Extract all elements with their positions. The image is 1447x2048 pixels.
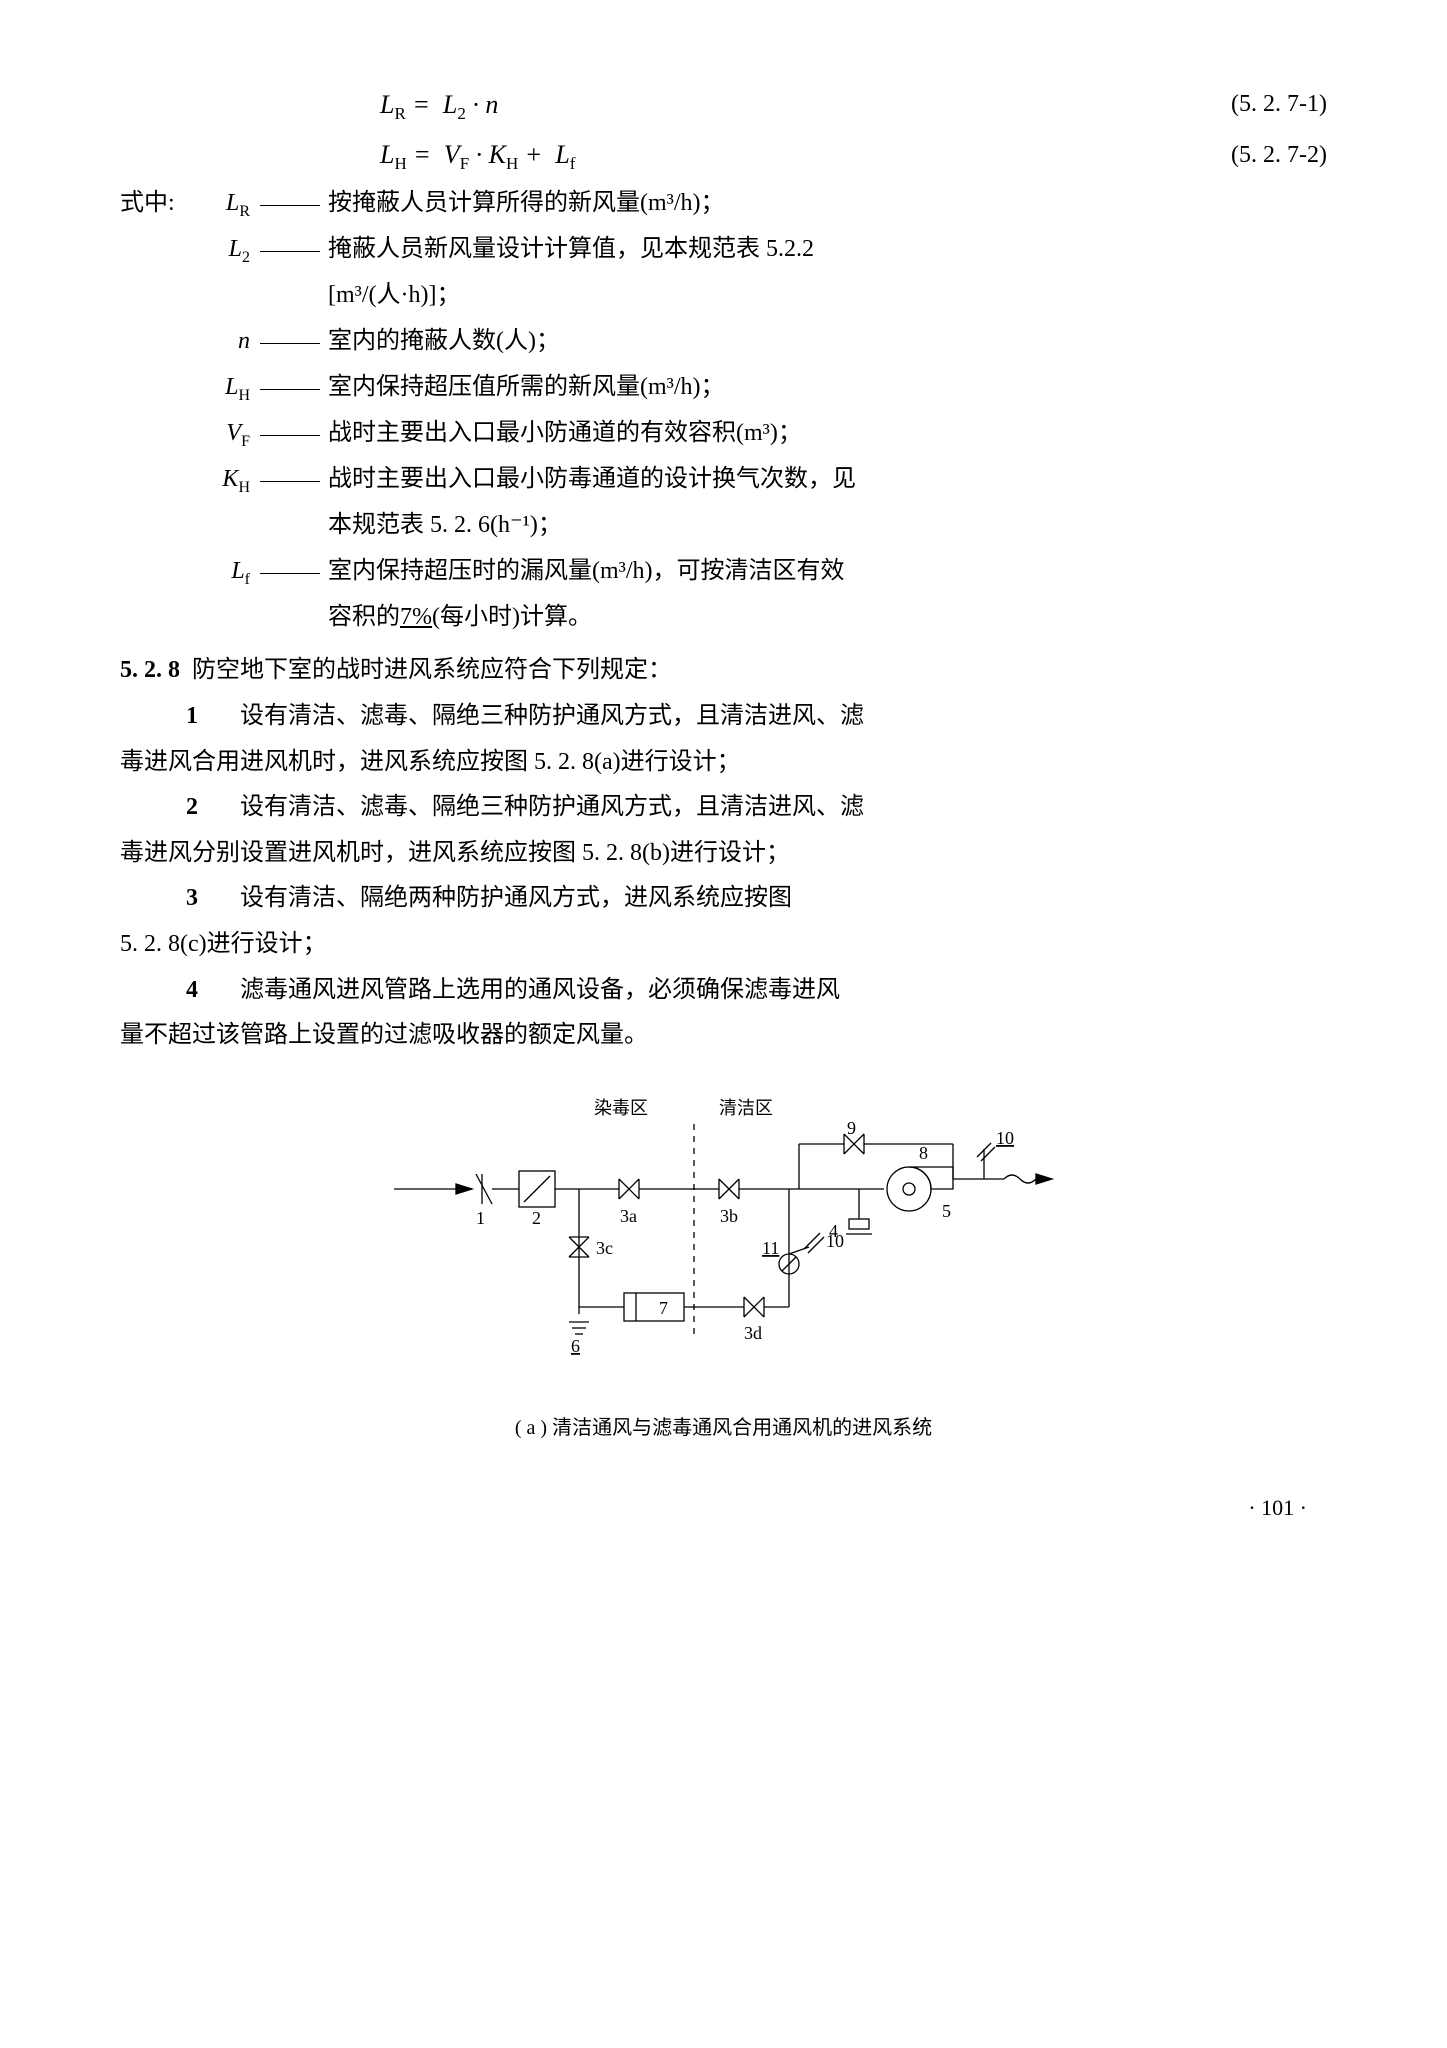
- svg-text:6: 6: [571, 1336, 580, 1356]
- equation-1: LR = L2 · n (5. 2. 7-1): [120, 80, 1327, 130]
- eq2-expr: LH = VF · KH + Lf: [380, 130, 575, 180]
- definitions: 式中: LR 按掩蔽人员计算所得的新风量(m³/h)； L2 掩蔽人员新风量设计…: [120, 181, 1327, 641]
- defs-intro: 式中:: [120, 181, 180, 227]
- def-VF-text: 战时主要出入口最小防通道的有效容积(m³)；: [328, 411, 1327, 457]
- svg-text:1: 1: [476, 1208, 485, 1228]
- equation-2: LH = VF · KH + Lf (5. 2. 7-2): [120, 130, 1327, 180]
- zone-left-label: 染毒区: [594, 1098, 648, 1118]
- svg-text:10: 10: [996, 1128, 1014, 1148]
- item-2: 2 设有清洁、滤毒、隔绝三种防护通风方式，且清洁进风、滤: [120, 785, 1327, 831]
- svg-text:2: 2: [532, 1208, 541, 1228]
- eq2-num: (5. 2. 7-2): [1231, 133, 1327, 179]
- svg-text:5: 5: [942, 1201, 951, 1221]
- ventilation-diagram: 染毒区 清洁区 1 2 3a 3b 5: [364, 1089, 1084, 1389]
- def-LR-text: 按掩蔽人员计算所得的新风量(m³/h)；: [328, 181, 1327, 227]
- section-528: 5. 2. 8 防空地下室的战时进风系统应符合下列规定：: [120, 648, 1327, 694]
- svg-text:8: 8: [919, 1143, 928, 1163]
- svg-text:7: 7: [659, 1298, 668, 1318]
- eq1-num: (5. 2. 7-1): [1231, 82, 1327, 128]
- def-Lf-cont: 容积的7%(每小时)计算。: [328, 595, 1327, 641]
- page-number: · 101 ·: [120, 1487, 1327, 1529]
- zone-right-label: 清洁区: [719, 1098, 773, 1118]
- def-L2-text: 掩蔽人员新风量设计计算值，见本规范表 5.2.2: [328, 227, 1327, 273]
- figure-caption: ( a ) 清洁通风与滤毒通风合用通风机的进风系统: [120, 1409, 1327, 1447]
- def-LH-text: 室内保持超压值所需的新风量(m³/h)；: [328, 365, 1327, 411]
- svg-text:11: 11: [762, 1238, 779, 1258]
- def-n-text: 室内的掩蔽人数(人)；: [328, 319, 1327, 365]
- def-KH-cont: 本规范表 5. 2. 6(h⁻¹)；: [328, 503, 1327, 549]
- svg-text:10: 10: [826, 1231, 844, 1251]
- svg-text:3b: 3b: [720, 1206, 738, 1226]
- svg-text:3d: 3d: [744, 1323, 762, 1343]
- svg-text:3a: 3a: [620, 1206, 637, 1226]
- def-L2-cont: [m³/(人·h)]；: [328, 273, 1327, 319]
- item-3: 3 设有清洁、隔绝两种防护通风方式，进风系统应按图: [120, 876, 1327, 922]
- item-4: 4 滤毒通风进风管路上选用的通风设备，必须确保滤毒进风: [120, 968, 1327, 1014]
- eq1-expr: LR = L2 · n: [380, 80, 498, 130]
- def-KH-text: 战时主要出入口最小防毒通道的设计换气次数，见: [328, 457, 1327, 503]
- item-1: 1 设有清洁、滤毒、隔绝三种防护通风方式，且清洁进风、滤: [120, 694, 1327, 740]
- def-dash: [260, 205, 320, 206]
- section-num: 5. 2. 8: [120, 657, 180, 683]
- def-Lf-text: 室内保持超压时的漏风量(m³/h)，可按清洁区有效: [328, 549, 1327, 595]
- svg-text:9: 9: [847, 1118, 856, 1138]
- section-title: 防空地下室的战时进风系统应符合下列规定：: [192, 657, 672, 683]
- svg-text:3c: 3c: [596, 1238, 613, 1258]
